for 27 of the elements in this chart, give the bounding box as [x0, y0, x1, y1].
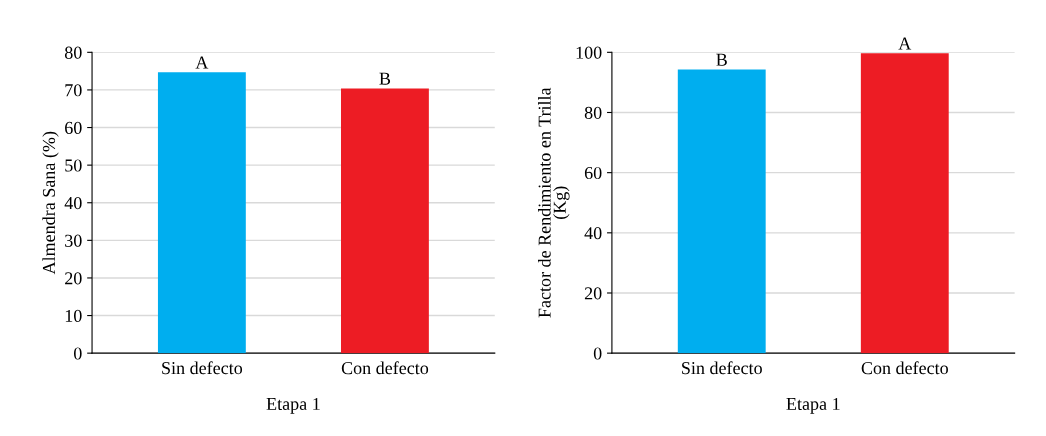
y-tick-label: 20 — [65, 272, 82, 285]
y-tick-label: 70 — [65, 84, 82, 97]
y-tick-label: 60 — [584, 166, 602, 180]
y-tick-label: 60 — [65, 121, 82, 134]
x-axis-title: Etapa 1 — [786, 397, 840, 414]
x-tick-label: Sin defecto — [682, 361, 762, 375]
x-tick-label: Sin defecto — [162, 361, 243, 375]
y-tick-label: 20 — [584, 287, 602, 300]
annotation: B — [716, 53, 727, 66]
y-tick-label: 40 — [584, 227, 602, 240]
y-axis-title: Factor de Rendimiento en Trilla (Kg) — [538, 87, 570, 318]
annotation: A — [195, 56, 209, 69]
y-tick-label: 30 — [65, 234, 82, 247]
y-tick-label: 0 — [73, 347, 82, 360]
y-tick-label: 100 — [576, 46, 602, 59]
y-tick-label: 40 — [64, 197, 82, 210]
x-axis-title: Etapa 1 — [266, 397, 320, 414]
y-tick-label: 80 — [584, 106, 602, 119]
y-tick-label: 80 — [64, 46, 82, 59]
y-tick-label: 0 — [593, 347, 602, 360]
x-tick-label: Con defecto — [861, 361, 948, 375]
y-axis-title: Almendra Sana (%) — [42, 131, 59, 275]
y-tick-label: 50 — [65, 159, 82, 172]
annotation: B — [379, 72, 391, 85]
annotation: A — [898, 37, 912, 50]
x-tick-label: Con defecto — [341, 361, 429, 375]
y-tick-label: 10 — [65, 309, 82, 322]
